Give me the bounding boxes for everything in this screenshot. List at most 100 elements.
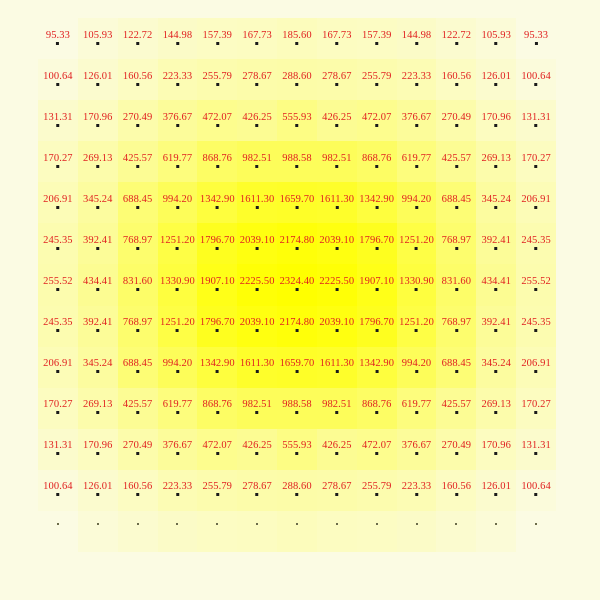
heatmap-point-marker [295, 493, 299, 497]
heatmap-cell [38, 428, 78, 470]
heatmap-value-label: 434.41 [83, 275, 113, 287]
heatmap-value-label: 206.91 [521, 193, 551, 205]
heatmap-point-marker [295, 123, 299, 127]
heatmap-annotation: 426.25 [322, 112, 351, 127]
heatmap-point-marker [56, 523, 59, 526]
heatmap-annotation: 170.27 [521, 153, 551, 168]
heatmap-point-marker [56, 329, 60, 333]
heatmap-value-label: 126.01 [481, 481, 511, 493]
heatmap-annotation [375, 522, 378, 526]
heatmap-point-marker [415, 164, 419, 168]
heatmap-value-label: 122.72 [441, 29, 472, 41]
heatmap-cell [476, 346, 517, 388]
heatmap-value-label: 100.64 [43, 70, 73, 82]
heatmap-point-marker [454, 287, 458, 291]
heatmap-cell [38, 305, 78, 347]
heatmap-point-marker [534, 329, 538, 333]
heatmap-cell [38, 100, 78, 142]
heatmap-cell [476, 141, 517, 183]
heatmap-point-marker [175, 287, 179, 291]
heatmap-point-marker [335, 411, 339, 415]
heatmap-point-marker [454, 82, 458, 86]
heatmap-cell [38, 18, 78, 60]
heatmap-point-marker [295, 329, 299, 333]
heatmap-annotation: 95.33 [46, 30, 70, 45]
heatmap-annotation: 170.96 [83, 440, 112, 456]
heatmap-point-marker [136, 246, 140, 250]
heatmap-point-marker [375, 246, 379, 250]
heatmap-value-label: 426.25 [322, 440, 352, 452]
heatmap-point-marker [335, 523, 338, 526]
heatmap-annotation: 988.58 [282, 399, 312, 415]
heatmap-cell [237, 428, 278, 470]
heatmap-cell [436, 59, 477, 101]
heatmap-annotation: 170.96 [481, 111, 511, 127]
heatmap-annotation: 2225.50 [240, 276, 275, 291]
heatmap-cell [476, 510, 517, 552]
heatmap-value-label: 868.76 [361, 399, 392, 411]
heatmap-annotation: 425.57 [123, 153, 152, 168]
heatmap-point-marker [454, 123, 458, 127]
heatmap-annotation: 160.56 [442, 481, 471, 497]
heatmap-point-marker [335, 41, 339, 45]
heatmap-value-label: 392.41 [83, 317, 113, 329]
heatmap-point-marker [375, 329, 379, 333]
heatmap-value-label: 994.20 [401, 358, 432, 370]
heatmap-value-label: 376.67 [401, 440, 432, 452]
heatmap-annotation: 994.20 [402, 194, 431, 209]
heatmap-cell [436, 223, 477, 265]
heatmap-value-label: 868.76 [202, 399, 233, 411]
heatmap-cell [197, 469, 238, 511]
heatmap-point-marker [96, 246, 100, 250]
heatmap-annotation: 426.25 [322, 440, 352, 456]
heatmap-value-label: 994.20 [162, 358, 193, 370]
heatmap-value-label: 270.49 [122, 111, 153, 123]
heatmap-cell [117, 510, 158, 552]
heatmap-value-label: 392.41 [481, 317, 511, 329]
heatmap-cell [237, 387, 278, 429]
heatmap-point-marker [96, 164, 100, 168]
heatmap-cell [476, 305, 517, 347]
heatmap-point-marker [296, 523, 298, 526]
heatmap-point-marker [494, 493, 498, 497]
heatmap-value-label: 982.51 [242, 152, 272, 164]
heatmap-cell [77, 182, 118, 224]
heatmap-cell [316, 428, 357, 470]
heatmap-value-label: 376.67 [401, 111, 432, 123]
heatmap-annotation: 982.51 [242, 399, 272, 415]
heatmap-value-label: 345.24 [83, 193, 113, 205]
heatmap-point-marker [494, 123, 498, 127]
heatmap-cell [356, 59, 397, 101]
heatmap-annotation: 426.25 [242, 440, 272, 456]
heatmap-point-marker [335, 82, 339, 86]
heatmap-annotation: 768.97 [442, 317, 471, 333]
heatmap-point-marker [255, 205, 259, 209]
heatmap-annotation: 255.79 [362, 71, 391, 86]
heatmap-point-marker [534, 411, 538, 415]
heatmap-annotation: 206.91 [521, 193, 551, 209]
heatmap-value-label: 269.13 [83, 152, 113, 164]
heatmap-value-label: 994.20 [162, 193, 193, 205]
heatmap-cell [316, 510, 357, 552]
heatmap-value-label: 1330.90 [160, 275, 195, 287]
heatmap-point-marker [96, 452, 100, 456]
heatmap-value-label: 206.91 [43, 358, 73, 370]
heatmap-value-label: 688.45 [122, 193, 153, 205]
heatmap-value-label: 245.35 [43, 317, 73, 329]
heatmap-point-marker [335, 370, 339, 374]
heatmap-value-label: 2039.10 [319, 234, 355, 246]
heatmap-point-marker [415, 41, 419, 45]
heatmap-annotation: 131.31 [43, 440, 73, 456]
heatmap-value-label: 170.96 [481, 111, 511, 123]
heatmap-value-label: 688.45 [122, 358, 153, 370]
heatmap-annotation: 376.67 [163, 112, 192, 127]
heatmap-annotation: 868.76 [202, 399, 233, 415]
heatmap-annotation: 982.51 [322, 153, 351, 168]
heatmap-point-marker [534, 164, 538, 168]
heatmap-annotation: 269.13 [481, 399, 511, 415]
heatmap-cell [197, 510, 238, 552]
heatmap-value-label: 472.07 [361, 440, 392, 452]
heatmap-annotation: 160.56 [442, 71, 471, 86]
heatmap-value-label: 100.64 [521, 70, 551, 82]
heatmap-cell [476, 469, 517, 511]
